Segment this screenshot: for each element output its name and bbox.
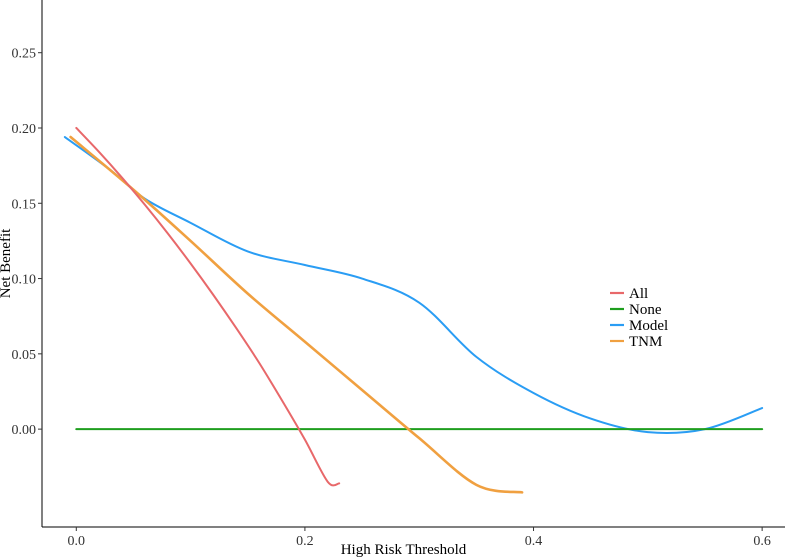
x-tick-label: 0.2 bbox=[296, 534, 314, 549]
x-axis-title: High Risk Threshold bbox=[341, 542, 467, 558]
y-tick-label: 0.00 bbox=[12, 423, 37, 438]
series-group bbox=[63, 126, 764, 494]
series-line-model bbox=[63, 136, 764, 435]
y-tick-label: 0.20 bbox=[12, 122, 37, 137]
x-tick-label: 0.4 bbox=[525, 534, 543, 549]
y-tick-label: 0.05 bbox=[12, 348, 37, 363]
y-tick-label: 0.25 bbox=[12, 47, 37, 62]
x-tick-label: 0.6 bbox=[753, 534, 771, 549]
series-line-all bbox=[75, 126, 341, 487]
y-axis-title: Net Benefit bbox=[0, 228, 14, 298]
legend-label-none: None bbox=[629, 302, 662, 318]
series-line-tnm bbox=[69, 135, 524, 494]
y-tick-label: 0.15 bbox=[12, 197, 37, 212]
legend-label-model: Model bbox=[629, 318, 668, 334]
legend-label-tnm: TNM bbox=[629, 334, 662, 350]
x-tick-label: 0.0 bbox=[68, 534, 86, 549]
legend-label-all: All bbox=[629, 286, 648, 302]
axes: 0.0 0.2 0.4 0.6 0.00 0.05 0.10 0.15 0.20 0.25 bbox=[12, 0, 785, 549]
y-tick-label: 0.10 bbox=[12, 273, 37, 288]
